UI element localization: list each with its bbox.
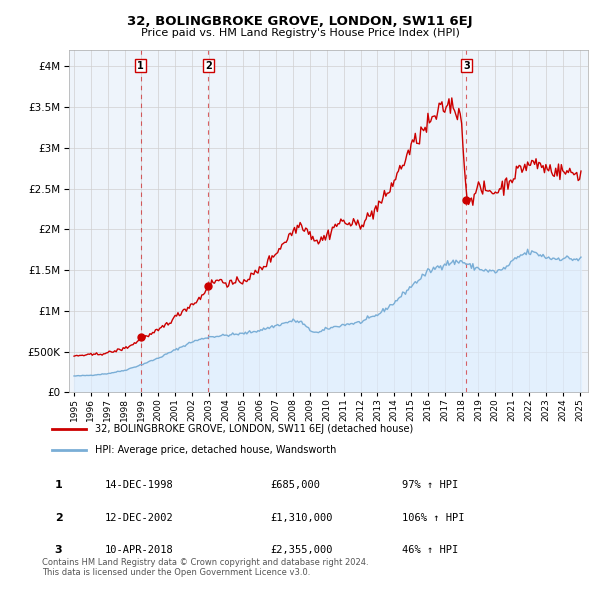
Text: HPI: Average price, detached house, Wandsworth: HPI: Average price, detached house, Wand… <box>95 445 337 455</box>
Text: Contains HM Land Registry data © Crown copyright and database right 2024.
This d: Contains HM Land Registry data © Crown c… <box>42 558 368 577</box>
Text: 32, BOLINGBROKE GROVE, LONDON, SW11 6EJ: 32, BOLINGBROKE GROVE, LONDON, SW11 6EJ <box>127 15 473 28</box>
Text: 10-APR-2018: 10-APR-2018 <box>105 545 174 555</box>
Text: 12-DEC-2002: 12-DEC-2002 <box>105 513 174 523</box>
Text: 3: 3 <box>463 61 470 71</box>
Text: 1: 1 <box>137 61 144 71</box>
Text: 2: 2 <box>205 61 212 71</box>
Text: 46% ↑ HPI: 46% ↑ HPI <box>402 545 458 555</box>
Text: £1,310,000: £1,310,000 <box>270 513 332 523</box>
Text: 32, BOLINGBROKE GROVE, LONDON, SW11 6EJ (detached house): 32, BOLINGBROKE GROVE, LONDON, SW11 6EJ … <box>95 424 414 434</box>
Text: 14-DEC-1998: 14-DEC-1998 <box>105 480 174 490</box>
Text: 3: 3 <box>55 545 62 555</box>
Text: £2,355,000: £2,355,000 <box>270 545 332 555</box>
Text: 1: 1 <box>55 480 62 490</box>
Text: 2: 2 <box>55 513 62 523</box>
Text: 97% ↑ HPI: 97% ↑ HPI <box>402 480 458 490</box>
Text: £685,000: £685,000 <box>270 480 320 490</box>
Text: Price paid vs. HM Land Registry's House Price Index (HPI): Price paid vs. HM Land Registry's House … <box>140 28 460 38</box>
Text: 106% ↑ HPI: 106% ↑ HPI <box>402 513 464 523</box>
